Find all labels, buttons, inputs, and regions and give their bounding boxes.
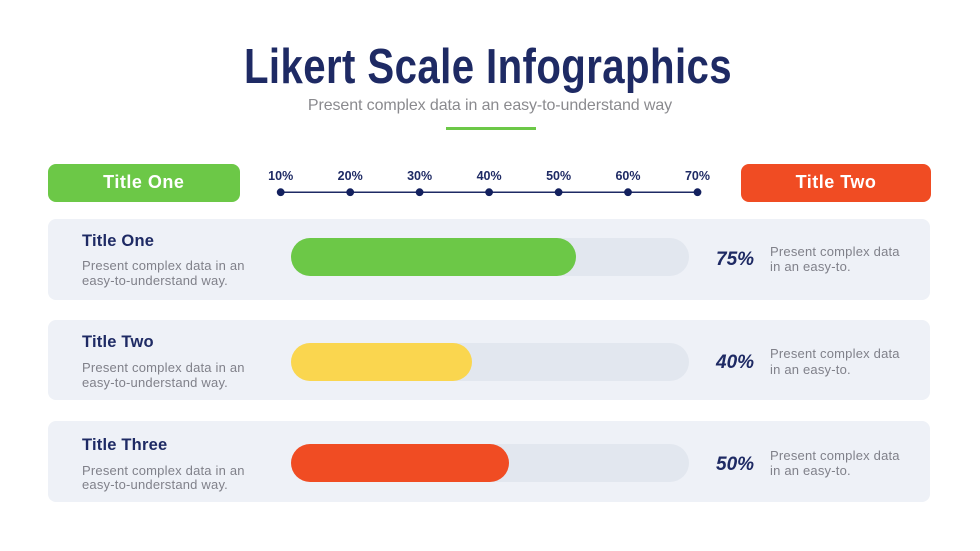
svg-text:30%: 30%	[407, 169, 432, 183]
svg-text:50%: 50%	[546, 169, 571, 183]
svg-text:70%: 70%	[685, 169, 710, 183]
svg-text:10%: 10%	[268, 169, 293, 183]
svg-text:40%: 40%	[477, 169, 502, 183]
svg-text:60%: 60%	[615, 169, 640, 183]
svg-text:20%: 20%	[338, 169, 363, 183]
